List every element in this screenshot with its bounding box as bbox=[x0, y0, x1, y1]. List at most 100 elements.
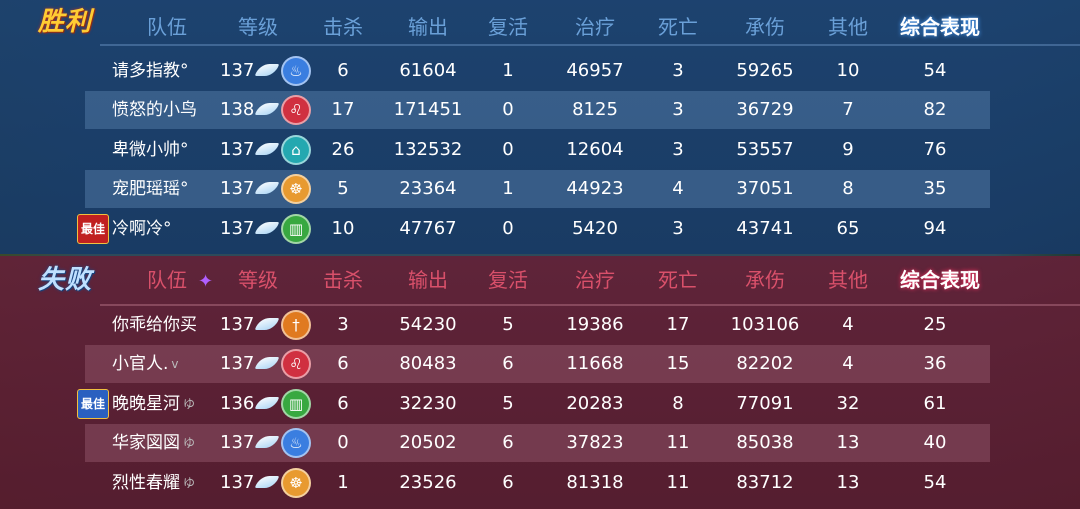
player-row[interactable]: 华家図図ゆ 137 ♨ 0 20502 6 37823 11 85038 13 40 bbox=[85, 424, 990, 462]
player-name[interactable]: 愤怒的小鸟 bbox=[112, 91, 218, 129]
stat-heal: 5420 bbox=[572, 218, 618, 239]
stat-kills: 6 bbox=[337, 353, 349, 374]
stat-other: 10 bbox=[836, 60, 860, 81]
stat-score: 35 bbox=[923, 178, 947, 199]
stat-heal: 37823 bbox=[566, 432, 624, 453]
column-header[interactable]: 输出 bbox=[408, 15, 448, 39]
column-header[interactable]: 死亡 bbox=[658, 268, 698, 292]
column-header[interactable]: 死亡 bbox=[658, 15, 698, 39]
divider bbox=[100, 304, 1080, 306]
player-level: 137 bbox=[220, 60, 255, 81]
player-row[interactable]: 愤怒的小鸟 138 ♌ 17 171451 0 8125 3 36729 7 82 bbox=[85, 91, 990, 129]
player-name[interactable]: 冷啊冷° bbox=[112, 210, 218, 248]
player-level: 136 bbox=[220, 393, 255, 414]
buddha-emblem-icon: ☸ bbox=[281, 468, 311, 498]
column-header[interactable]: 其他 bbox=[828, 268, 868, 292]
player-name[interactable]: 晚晚星河ゆ bbox=[112, 385, 218, 423]
stat-revive: 6 bbox=[502, 472, 514, 493]
lion-emblem-icon: ♌ bbox=[281, 95, 311, 125]
stat-other: 8 bbox=[842, 178, 854, 199]
column-header[interactable]: 综合表现 bbox=[900, 15, 980, 39]
column-header[interactable]: 治疗 bbox=[575, 268, 615, 292]
stat-score: 94 bbox=[923, 218, 947, 239]
wand-icon: ✦ bbox=[198, 271, 214, 292]
stat-deaths: 11 bbox=[666, 472, 690, 493]
stat-score: 36 bbox=[923, 353, 947, 374]
column-header[interactable]: 综合表现 bbox=[900, 268, 980, 292]
losers-title: 失败 bbox=[38, 265, 93, 295]
stat-revive: 1 bbox=[502, 178, 514, 199]
player-tag: ゆ bbox=[183, 436, 196, 450]
stat-kills: 10 bbox=[331, 218, 355, 239]
stat-output: 32230 bbox=[399, 393, 457, 414]
stat-taken: 59265 bbox=[736, 60, 794, 81]
stat-revive: 6 bbox=[502, 353, 514, 374]
stat-output: 20502 bbox=[399, 432, 457, 453]
column-header[interactable]: 承伤 bbox=[745, 15, 785, 39]
stat-heal: 12604 bbox=[566, 139, 624, 160]
stat-output: 47767 bbox=[399, 218, 457, 239]
player-name-text: 宠肥瑶瑶° bbox=[112, 179, 189, 199]
column-header[interactable]: 复活 bbox=[488, 268, 528, 292]
player-name-text: 小官人. bbox=[112, 354, 169, 374]
stat-revive: 1 bbox=[502, 60, 514, 81]
wing-icon bbox=[254, 64, 280, 76]
column-header[interactable]: 击杀 bbox=[323, 268, 363, 292]
stat-score: 61 bbox=[923, 393, 947, 414]
stat-taken: 37051 bbox=[736, 178, 794, 199]
stat-revive: 0 bbox=[502, 99, 514, 120]
stat-taken: 43741 bbox=[736, 218, 794, 239]
player-name[interactable]: 小官人. v bbox=[112, 345, 218, 383]
stat-kills: 6 bbox=[337, 60, 349, 81]
column-header[interactable]: 队伍 bbox=[147, 268, 187, 292]
player-level: 137 bbox=[220, 432, 255, 453]
stat-other: 13 bbox=[836, 432, 860, 453]
column-header[interactable]: 其他 bbox=[828, 15, 868, 39]
stat-deaths: 8 bbox=[672, 393, 684, 414]
stat-score: 54 bbox=[923, 60, 947, 81]
column-header[interactable]: 复活 bbox=[488, 15, 528, 39]
wing-icon bbox=[254, 182, 280, 194]
column-header[interactable]: 治疗 bbox=[575, 15, 615, 39]
column-header[interactable]: 等级 bbox=[238, 268, 278, 292]
column-header[interactable]: 击杀 bbox=[323, 15, 363, 39]
stat-kills: 26 bbox=[331, 139, 355, 160]
stat-heal: 44923 bbox=[566, 178, 624, 199]
player-name[interactable]: 烈性春耀ゆ bbox=[112, 464, 218, 502]
column-header[interactable]: 输出 bbox=[408, 268, 448, 292]
stat-score: 25 bbox=[923, 314, 947, 335]
player-name[interactable]: 宠肥瑶瑶° bbox=[112, 170, 218, 208]
stat-score: 40 bbox=[923, 432, 947, 453]
stat-heal: 8125 bbox=[572, 99, 618, 120]
player-name[interactable]: 卑微小帅° bbox=[112, 131, 218, 169]
stat-output: 23526 bbox=[399, 472, 457, 493]
player-row[interactable]: 烈性春耀ゆ 137 ☸ 1 23526 6 81318 11 83712 13 54 bbox=[85, 464, 990, 502]
column-header[interactable]: 承伤 bbox=[745, 268, 785, 292]
player-level: 137 bbox=[220, 353, 255, 374]
player-level: 138 bbox=[220, 99, 255, 120]
stat-revive: 0 bbox=[502, 218, 514, 239]
column-header[interactable]: 等级 bbox=[238, 15, 278, 39]
player-name[interactable]: 你乖给你买 bbox=[112, 306, 218, 344]
player-row[interactable]: 你乖给你买 137 † 3 54230 5 19386 17 103106 4 25 bbox=[85, 306, 990, 344]
player-row[interactable]: 卑微小帅° 137 ⌂ 26 132532 0 12604 3 53557 9 76 bbox=[85, 131, 990, 169]
stat-deaths: 15 bbox=[666, 353, 690, 374]
stat-score: 54 bbox=[923, 472, 947, 493]
player-row[interactable]: 请多指教° 137 ♨ 6 61604 1 46957 3 59265 10 54 bbox=[85, 52, 990, 90]
player-level: 137 bbox=[220, 314, 255, 335]
player-row[interactable]: 最佳 冷啊冷° 137 ▥ 10 47767 0 5420 3 43741 65 94 bbox=[77, 210, 990, 248]
wing-icon bbox=[254, 103, 280, 115]
column-header[interactable]: 队伍 bbox=[147, 15, 187, 39]
player-name[interactable]: 请多指教° bbox=[112, 52, 218, 90]
player-row[interactable]: 宠肥瑶瑶° 137 ☸ 5 23364 1 44923 4 37051 8 35 bbox=[85, 170, 990, 208]
player-name[interactable]: 华家図図ゆ bbox=[112, 424, 218, 462]
stat-kills: 5 bbox=[337, 178, 349, 199]
stat-revive: 5 bbox=[502, 393, 514, 414]
player-row[interactable]: 小官人. v 137 ♌ 6 80483 6 11668 15 82202 4 36 bbox=[85, 345, 990, 383]
lion-emblem-icon: ♌ bbox=[281, 349, 311, 379]
stat-heal: 81318 bbox=[566, 472, 624, 493]
stat-output: 171451 bbox=[393, 99, 463, 120]
player-row[interactable]: 最佳 晚晚星河ゆ 136 ▥ 6 32230 5 20283 8 77091 32 61 bbox=[77, 385, 990, 423]
stat-deaths: 17 bbox=[666, 314, 690, 335]
player-level: 137 bbox=[220, 472, 255, 493]
